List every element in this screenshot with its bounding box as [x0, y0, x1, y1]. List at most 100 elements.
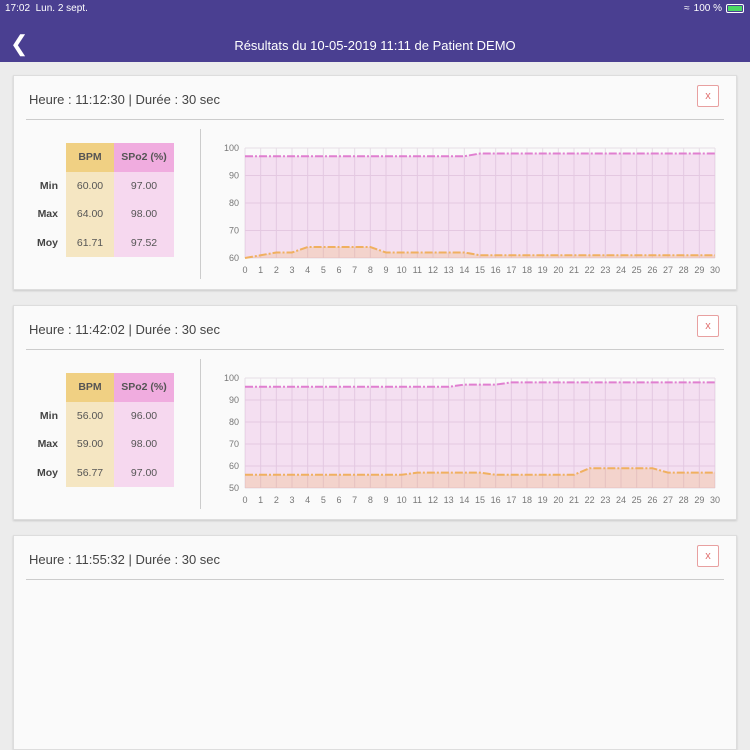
x-tick-label: 8 [368, 265, 373, 275]
x-tick-label: 7 [352, 265, 357, 275]
bpm-header: BPM [66, 143, 114, 172]
stats-table: BPM SPo2 (%) Min 60.00 97.00 Max 64.00 98.00 Moy… [24, 143, 174, 257]
blank [24, 373, 66, 402]
row-label: Max [37, 208, 58, 221]
bpm-max: 59.00 [66, 430, 114, 459]
close-button[interactable]: x [697, 315, 719, 337]
x-tick-label: 0 [242, 265, 247, 275]
chart: 0 1 2 3 4 5 6 7 8 9 10 11 12 13 14 15 16 17 18 19 20 21 22 23 24… [224, 373, 720, 505]
row-label: Min [39, 409, 58, 422]
x-tick-label: 12 [428, 495, 438, 505]
battery-icon [726, 4, 744, 13]
header-bar: 17:02 Lun. 2 sept. ≈100 % ❮ Résultats du… [0, 0, 750, 62]
x-tick-label: 8 [368, 495, 373, 505]
x-tick-label: 13 [444, 265, 454, 275]
x-tick-label: 24 [616, 495, 626, 505]
x-tick-label: 1 [258, 495, 263, 505]
x-tick-label: 15 [475, 265, 485, 275]
battery-text: 100 % [693, 3, 722, 14]
x-tick-label: 28 [679, 495, 689, 505]
x-tick-label: 23 [600, 265, 610, 275]
bpm-line [245, 467, 715, 476]
x-tick-label: 4 [305, 265, 310, 275]
table-row: Max 59.00 98.00 [24, 430, 174, 459]
table-row: Max 64.00 98.00 [24, 200, 174, 229]
x-tick-label: 5 [321, 495, 326, 505]
status-time: 17:02 Lun. 2 sept. [5, 3, 88, 14]
spo2-min: 96.00 [114, 401, 174, 430]
result-card: Heure : 11:55:32 | Durée : 30 sec x [13, 535, 737, 750]
y-tick-label: 90 [229, 395, 239, 405]
y-tick-label: 70 [229, 439, 239, 449]
bpm-moy: 61.71 [66, 228, 114, 257]
x-tick-label: 6 [336, 495, 341, 505]
close-button[interactable]: x [697, 545, 719, 567]
spo2-line [245, 381, 715, 388]
y-tick-label: 100 [224, 373, 239, 383]
x-tick-label: 21 [569, 265, 579, 275]
x-tick-label: 10 [397, 265, 407, 275]
x-tick-label: 2 [274, 265, 279, 275]
x-tick-label: 17 [506, 265, 516, 275]
y-tick-label: 90 [229, 171, 239, 181]
table-row: Min 56.00 96.00 [24, 401, 174, 430]
bpm-min: 56.00 [66, 401, 114, 430]
blank [24, 143, 66, 172]
close-button[interactable]: x [697, 85, 719, 107]
x-tick-label: 22 [585, 265, 595, 275]
x-tick-label: 1 [258, 265, 263, 275]
page-title: Résultats du 10-05-2019 11:11 de Patient… [234, 38, 516, 53]
x-tick-label: 9 [383, 495, 388, 505]
divider [26, 349, 724, 350]
bpm-moy: 56.77 [66, 458, 114, 487]
x-tick-label: 6 [336, 265, 341, 275]
bpm-header: BPM [66, 373, 114, 402]
chevron-left-icon[interactable]: ❮ [10, 31, 29, 56]
divider [26, 119, 724, 120]
x-tick-label: 9 [383, 265, 388, 275]
x-tick-label: 19 [538, 265, 548, 275]
divider [200, 129, 201, 279]
x-tick-label: 3 [289, 265, 294, 275]
x-tick-label: 4 [305, 495, 310, 505]
table-row: Min 60.00 97.00 [24, 171, 174, 200]
table-row: Moy 61.71 97.52 [24, 228, 174, 257]
y-tick-label: 60 [229, 461, 239, 471]
x-tick-label: 30 [710, 265, 720, 275]
x-tick-label: 11 [413, 495, 422, 505]
x-tick-label: 28 [679, 265, 689, 275]
y-tick-label: 80 [229, 198, 239, 208]
spo2-header: SPo2 (%) [114, 143, 174, 172]
x-tick-label: 5 [321, 265, 326, 275]
date: Lun. 2 sept. [35, 3, 88, 14]
x-tick-label: 26 [647, 495, 657, 505]
row-label: Max [37, 438, 58, 451]
chart: 0 1 2 3 4 5 6 7 8 9 10 11 12 13 14 15 16 17 18 19 20 21 22 23 24… [224, 143, 720, 275]
spo2-min: 97.00 [114, 171, 174, 200]
x-tick-label: 29 [694, 265, 704, 275]
x-tick-label: 27 [663, 495, 673, 505]
divider [26, 579, 724, 580]
y-tick-label: 50 [229, 483, 239, 493]
spo2-max: 98.00 [114, 430, 174, 459]
x-tick-label: 13 [444, 495, 454, 505]
x-tick-label: 12 [428, 265, 438, 275]
x-tick-label: 23 [600, 495, 610, 505]
y-tick-label: 100 [224, 143, 239, 153]
x-tick-label: 7 [352, 495, 357, 505]
x-tick-label: 20 [553, 265, 563, 275]
result-card: Heure : 11:42:02 | Durée : 30 sec x BPM S… [13, 305, 737, 520]
x-tick-label: 20 [553, 495, 563, 505]
row-label: Moy [37, 236, 58, 249]
x-tick-label: 24 [616, 265, 626, 275]
bpm-area [245, 468, 715, 488]
row-label: Moy [37, 466, 58, 479]
x-tick-label: 17 [506, 495, 516, 505]
divider [200, 359, 201, 509]
result-card: Heure : 11:12:30 | Durée : 30 sec x BPM S… [13, 75, 737, 290]
spo2-moy: 97.00 [114, 458, 174, 487]
x-tick-label: 18 [522, 495, 532, 505]
y-tick-label: 60 [229, 253, 239, 263]
x-tick-label: 2 [274, 495, 279, 505]
x-tick-label: 25 [632, 265, 642, 275]
